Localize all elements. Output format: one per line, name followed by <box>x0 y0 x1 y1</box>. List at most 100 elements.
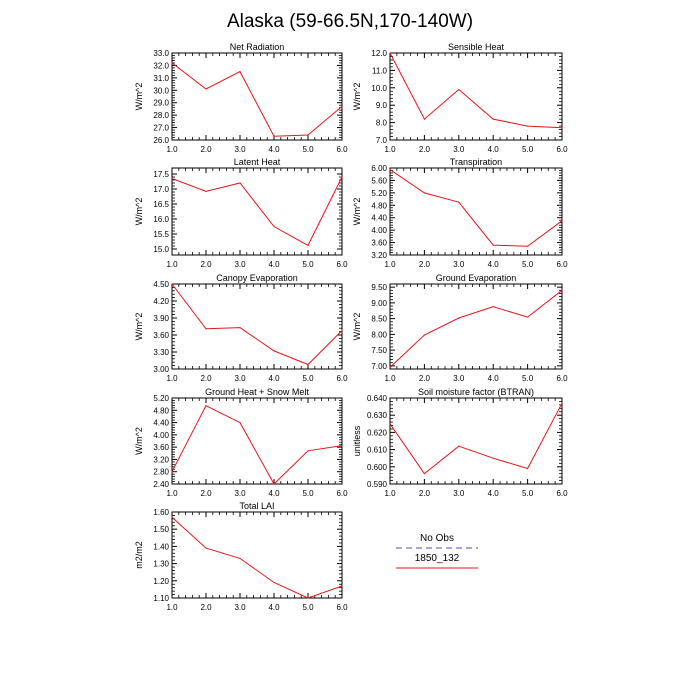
data-point <box>423 118 425 120</box>
series-line <box>171 516 343 599</box>
x-tick-label: 6.0 <box>336 489 348 498</box>
x-tick-label: 4.0 <box>488 145 500 154</box>
panel-title: Canopy Evaporation <box>216 273 298 283</box>
data-point <box>492 118 494 120</box>
plot-frame <box>389 52 563 141</box>
panel-latent-heat: Latent Heat 1.0 2.0 3.0 4.0 5.0 6.0 15.0 15.5 16.… <box>134 157 348 269</box>
series-line <box>171 283 343 366</box>
data-point <box>458 88 460 91</box>
legend-label: No Obs <box>420 533 454 544</box>
y-tick-label: 32.0 <box>153 61 169 70</box>
data-point <box>273 135 275 137</box>
y-tick-label: 4.00 <box>371 226 387 235</box>
x-tick-label: 2.0 <box>419 489 431 498</box>
series-line <box>171 176 343 247</box>
data-point <box>239 327 241 329</box>
plot-frame <box>171 397 343 485</box>
data-point <box>458 201 460 203</box>
y-tick-label: 17.5 <box>153 170 169 179</box>
y-tick-label: 9.00 <box>371 299 387 308</box>
y-tick-label: 5.20 <box>153 394 169 403</box>
y-axis-label: W/m^2 <box>352 198 362 226</box>
panel-title: Latent Heat <box>234 157 281 167</box>
panel-title: Net Radiation <box>230 42 285 52</box>
data-point <box>423 192 425 194</box>
x-tick-label: 5.0 <box>302 374 314 383</box>
data-point <box>341 105 343 108</box>
data-point <box>341 585 343 587</box>
y-tick-label: 12.0 <box>371 49 387 58</box>
x-tick-label: 5.0 <box>522 145 534 154</box>
y-tick-label: 3.30 <box>153 348 169 357</box>
y-axis-label: W/m^2 <box>134 198 144 226</box>
y-tick-label: 1.10 <box>153 594 169 603</box>
x-tick-label: 5.0 <box>522 260 534 269</box>
panel-title: Ground Heat + Snow Melt <box>205 387 309 397</box>
panel-title: Ground Evaporation <box>436 273 517 283</box>
y-tick-label: 1.40 <box>153 542 169 551</box>
data-point <box>239 71 241 73</box>
plot-frame <box>171 167 343 256</box>
y-tick-label: 16.5 <box>153 200 169 209</box>
panel-canopy-evaporation: Canopy Evaporation 1.0 2.0 3.0 4.0 5.0 6.0 3.00… <box>134 273 348 383</box>
y-tick-label: 2.40 <box>153 480 169 489</box>
x-tick-label: 2.0 <box>200 260 212 269</box>
x-tick-label: 3.0 <box>453 374 465 383</box>
y-tick-label: 26.0 <box>153 136 169 145</box>
plot-frame <box>171 52 343 141</box>
y-tick-label: 0.630 <box>367 411 388 420</box>
data-point <box>389 168 391 171</box>
data-point <box>561 289 563 291</box>
data-point <box>171 471 173 473</box>
data-point <box>341 329 343 332</box>
y-tick-label: 7.50 <box>371 346 387 355</box>
x-tick-label: 4.0 <box>268 260 280 269</box>
panel-soil-moisture-factor-btran: Soil moisture factor (BTRAN) 1.0 2.0 3.0 4.0… <box>352 387 568 498</box>
data-point <box>389 423 391 425</box>
panel-title: Total LAI <box>239 501 274 511</box>
data-point <box>205 547 207 549</box>
y-tick-label: 8.00 <box>371 330 387 339</box>
series-line <box>389 52 563 129</box>
y-tick-label: 8.0 <box>376 119 388 128</box>
x-tick-label: 2.0 <box>200 145 212 154</box>
plot-frame <box>389 283 563 370</box>
panel-ground-evaporation: Ground Evaporation 1.0 2.0 3.0 4.0 5.0 6.0 7.00… <box>352 273 568 383</box>
data-point <box>273 483 275 485</box>
legend-label: 1850_132 <box>415 553 460 564</box>
data-point <box>205 405 207 407</box>
x-tick-label: 5.0 <box>302 489 314 498</box>
data-point <box>458 445 460 447</box>
y-tick-label: 0.590 <box>367 480 388 489</box>
data-point <box>527 316 529 318</box>
x-tick-label: 6.0 <box>336 145 348 154</box>
x-tick-label: 4.0 <box>268 603 280 612</box>
y-tick-label: 3.20 <box>371 251 387 260</box>
data-point <box>239 182 241 184</box>
y-tick-label: 9.0 <box>376 101 388 110</box>
x-tick-label: 1.0 <box>384 260 396 269</box>
data-point <box>341 445 343 447</box>
x-tick-label: 1.0 <box>166 374 178 383</box>
data-point <box>171 516 173 518</box>
y-tick-label: 6.00 <box>371 164 387 173</box>
y-tick-label: 28.0 <box>153 111 169 120</box>
x-tick-label: 2.0 <box>200 603 212 612</box>
y-axis-label: m2/m2 <box>134 541 144 569</box>
panel-title: Sensible Heat <box>448 42 505 52</box>
y-axis-label: W/m^2 <box>352 313 362 341</box>
data-point <box>171 62 173 64</box>
data-point <box>527 467 529 470</box>
y-tick-label: 4.00 <box>153 431 169 440</box>
y-tick-label: 5.60 <box>371 176 387 185</box>
x-tick-label: 3.0 <box>234 260 246 269</box>
data-point <box>492 306 494 308</box>
x-tick-label: 6.0 <box>556 260 568 269</box>
x-tick-label: 6.0 <box>556 489 568 498</box>
y-tick-label: 30.0 <box>153 86 169 95</box>
x-tick-label: 2.0 <box>200 489 212 498</box>
data-point <box>389 52 391 54</box>
x-tick-label: 3.0 <box>234 374 246 383</box>
x-tick-label: 6.0 <box>556 145 568 154</box>
y-tick-label: 17.0 <box>153 185 169 194</box>
